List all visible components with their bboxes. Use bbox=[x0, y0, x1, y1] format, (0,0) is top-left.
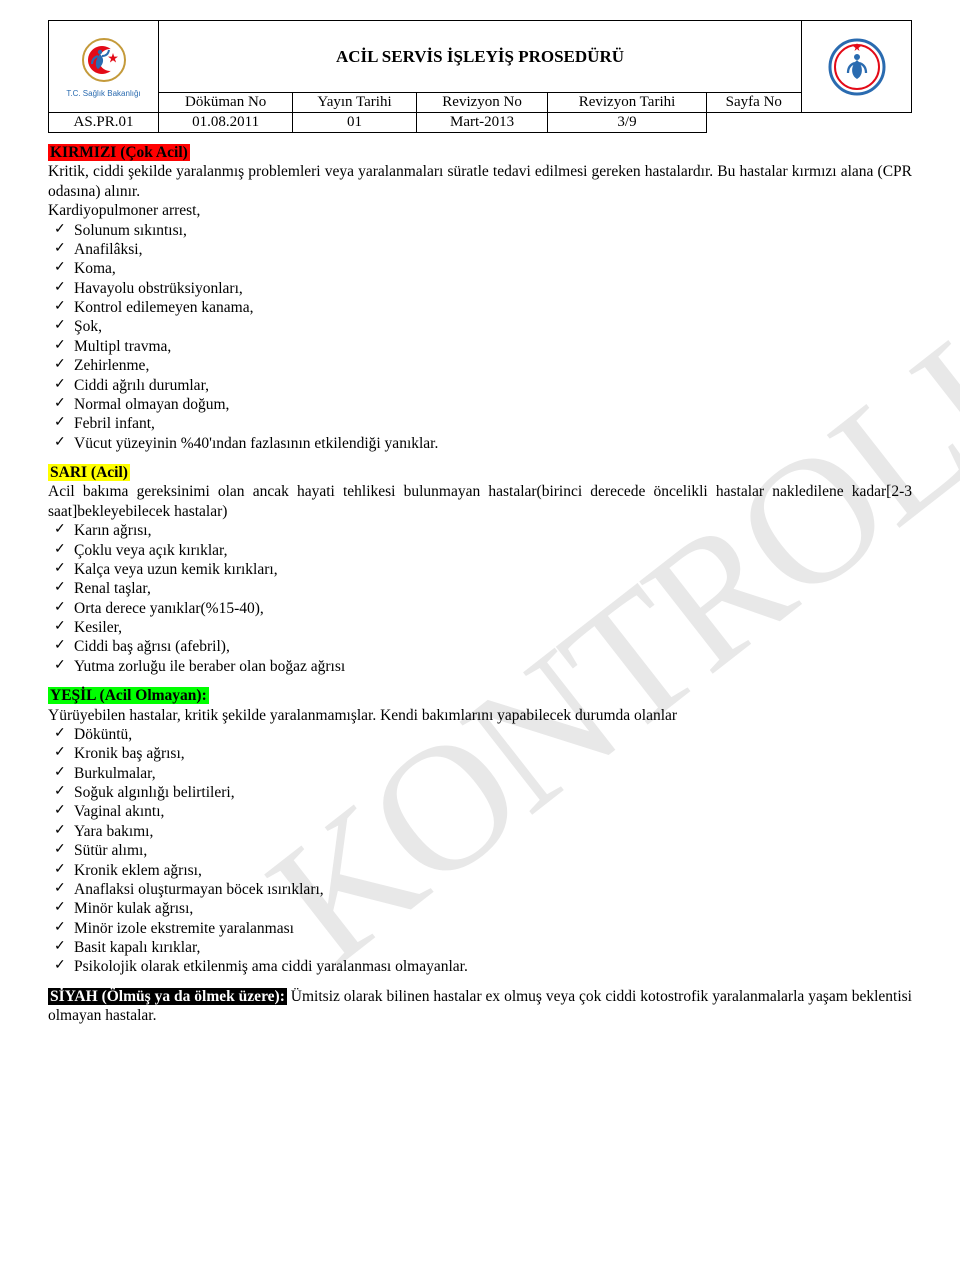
list-item: Döküntü, bbox=[48, 725, 912, 744]
red-lead: Kardiyopulmoner arrest, bbox=[48, 201, 912, 220]
list-item: Havayolu obstrüksiyonları, bbox=[48, 279, 912, 298]
list-item: Renal taşlar, bbox=[48, 579, 912, 598]
red-heading: KIRMIZI (Çok Acil) bbox=[48, 144, 190, 161]
list-item: Zehirlenme, bbox=[48, 356, 912, 375]
meta-col-3: Revizyon Tarihi bbox=[548, 93, 706, 113]
list-item: Solunum sıkıntısı, bbox=[48, 221, 912, 240]
logo-right-cell bbox=[802, 21, 912, 113]
ministry-logo-icon bbox=[72, 36, 136, 88]
red-heading-line: KIRMIZI (Çok Acil) bbox=[48, 143, 912, 162]
list-item: Karın ağrısı, bbox=[48, 521, 912, 540]
list-item: Orta derece yanıklar(%15-40), bbox=[48, 599, 912, 618]
list-item: Kronik baş ağrısı, bbox=[48, 744, 912, 763]
yellow-list: Karın ağrısı,Çoklu veya açık kırıklar,Ka… bbox=[48, 521, 912, 676]
meta-col-4: Sayfa No bbox=[706, 93, 801, 113]
list-item: Koma, bbox=[48, 259, 912, 278]
list-item: Kronik eklem ağrısı, bbox=[48, 861, 912, 880]
list-item: Multipl travma, bbox=[48, 337, 912, 356]
meta-val-0: AS.PR.01 bbox=[49, 113, 159, 133]
hospital-logo-icon bbox=[824, 37, 890, 97]
list-item: Minör izole ekstremite yaralanması bbox=[48, 919, 912, 938]
list-item: Febril infant, bbox=[48, 414, 912, 433]
list-item: Şok, bbox=[48, 317, 912, 336]
list-item: Burkulmalar, bbox=[48, 764, 912, 783]
list-item: Basit kapalı kırıklar, bbox=[48, 938, 912, 957]
meta-val-1: 01.08.2011 bbox=[159, 113, 293, 133]
meta-col-2: Revizyon No bbox=[416, 93, 548, 113]
logo-left-cell: T.C. Sağlık Bakanlığı bbox=[49, 21, 159, 113]
list-item: Kesiler, bbox=[48, 618, 912, 637]
red-list: Solunum sıkıntısı,Anafilâksi,Koma,Havayo… bbox=[48, 221, 912, 454]
red-intro: Kritik, ciddi şekilde yaralanmış problem… bbox=[48, 162, 912, 201]
list-item: Soğuk algınlığı belirtileri, bbox=[48, 783, 912, 802]
black-heading: SİYAH (Ölmüş ya da ölmek üzere): bbox=[48, 988, 287, 1005]
list-item: Ciddi baş ağrısı (afebril), bbox=[48, 637, 912, 656]
green-list: Döküntü,Kronik baş ağrısı,Burkulmalar,So… bbox=[48, 725, 912, 977]
meta-col-0: Döküman No bbox=[159, 93, 293, 113]
list-item: Çoklu veya açık kırıklar, bbox=[48, 541, 912, 560]
green-intro: Yürüyebilen hastalar, kritik şekilde yar… bbox=[48, 706, 912, 725]
list-item: Psikolojik olarak etkilenmiş ama ciddi y… bbox=[48, 957, 912, 976]
meta-val-4: 3/9 bbox=[548, 113, 706, 133]
list-item: Sütür alımı, bbox=[48, 841, 912, 860]
list-item: Anaflaksi oluşturmayan böcek ısırıkları, bbox=[48, 880, 912, 899]
list-item: Kalça veya uzun kemik kırıkları, bbox=[48, 560, 912, 579]
yellow-intro: Acil bakıma gereksinimi olan ancak hayat… bbox=[48, 482, 912, 521]
yellow-heading-line: SARI (Acil) bbox=[48, 463, 912, 482]
yellow-heading: SARI (Acil) bbox=[48, 464, 130, 481]
meta-val-2: 01 bbox=[293, 113, 416, 133]
list-item: Anafilâksi, bbox=[48, 240, 912, 259]
green-heading-line: YEŞİL (Acil Olmayan): bbox=[48, 686, 912, 705]
meta-col-1: Yayın Tarihi bbox=[293, 93, 416, 113]
list-item: Kontrol edilemeyen kanama, bbox=[48, 298, 912, 317]
document-header-table: T.C. Sağlık Bakanlığı ACİL SERVİS İŞLEYİ… bbox=[48, 20, 912, 133]
list-item: Ciddi ağrılı durumlar, bbox=[48, 376, 912, 395]
list-item: Yutma zorluğu ile beraber olan boğaz ağr… bbox=[48, 657, 912, 676]
list-item: Yara bakımı, bbox=[48, 822, 912, 841]
list-item: Normal olmayan doğum, bbox=[48, 395, 912, 414]
document-title: ACİL SERVİS İŞLEYİŞ PROSEDÜRÜ bbox=[159, 21, 802, 93]
black-paragraph: SİYAH (Ölmüş ya da ölmek üzere): Ümitsiz… bbox=[48, 987, 912, 1026]
list-item: Minör kulak ağrısı, bbox=[48, 899, 912, 918]
ministry-caption: T.C. Sağlık Bakanlığı bbox=[66, 89, 140, 98]
list-item: Vaginal akıntı, bbox=[48, 802, 912, 821]
green-heading: YEŞİL (Acil Olmayan): bbox=[48, 687, 209, 704]
meta-val-3: Mart-2013 bbox=[416, 113, 548, 133]
list-item: Vücut yüzeyinin %40'ından fazlasının etk… bbox=[48, 434, 912, 453]
